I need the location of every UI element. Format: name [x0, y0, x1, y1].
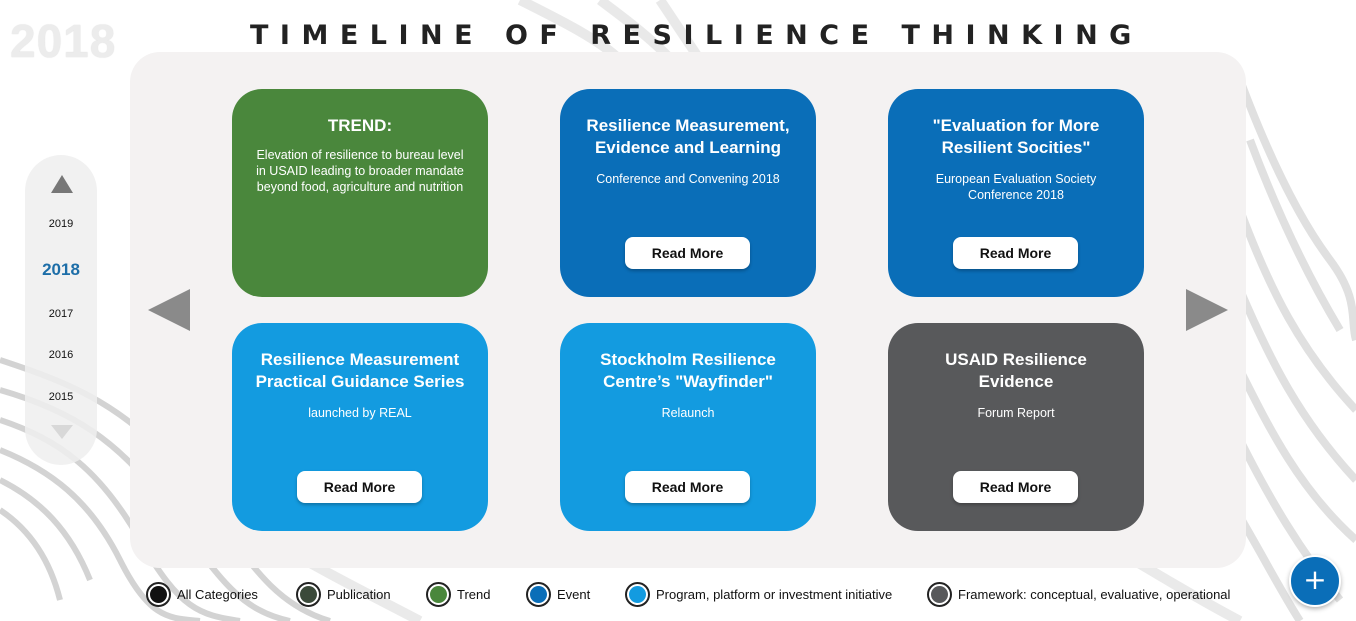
triangle-left-icon[interactable] [148, 289, 190, 331]
filter-all-categories[interactable]: All Categories [146, 580, 258, 608]
current-year-ghost: 2018 [10, 15, 117, 67]
legend-label: Framework: conceptual, evaluative, opera… [958, 586, 1231, 602]
card-title: Resilience Measurement, Evidence and Lea… [586, 116, 790, 157]
legend-label: All Categories [177, 586, 258, 602]
plus-icon[interactable]: + [1289, 555, 1341, 607]
year-item-2016[interactable]: 2016 [48, 349, 74, 361]
timeline-card-framework: USAID Resilience Evidence Forum Report R… [888, 323, 1144, 531]
card-subtitle: Conference and Convening 2018 [596, 172, 780, 186]
card-subtitle: Elevation of resilience to bureau level … [256, 148, 464, 194]
legend-dot-icon [625, 581, 650, 607]
filter-program[interactable]: Program, platform or investment initiati… [625, 580, 892, 608]
read-more-button[interactable]: Read More [297, 471, 422, 503]
legend-dot-icon [526, 581, 551, 607]
legend-dot-icon [426, 581, 451, 607]
legend-dot-icon [146, 581, 171, 607]
read-more-button[interactable]: Read More [625, 471, 750, 503]
chevron-down-icon[interactable] [51, 425, 73, 439]
card-title: Resilience Measurement Practical Guidanc… [255, 350, 465, 391]
card-title: Stockholm Resilience Centre’s "Wayfinder… [600, 350, 776, 391]
year-item-2018-active[interactable]: 2018 [42, 260, 80, 279]
category-legend: All Categories Publication Trend Event P… [0, 580, 1356, 608]
read-more-button[interactable]: Read More [953, 237, 1078, 269]
card-subtitle: European Evaluation Society Conference 2… [935, 172, 1097, 202]
triangle-up-icon[interactable] [51, 175, 73, 193]
card-subtitle: Forum Report [977, 406, 1055, 420]
legend-label: Publication [327, 586, 391, 602]
timeline-card-trend: TREND: Elevation of resilience to bureau… [232, 89, 488, 297]
legend-label: Program, platform or investment initiati… [656, 586, 893, 602]
card-title: "Evaluation for More Resilient Socities" [932, 116, 1100, 157]
timeline-card-program-1: Resilience Measurement Practical Guidanc… [232, 323, 488, 531]
year-rail: 2019 2018 2017 2016 2015 [25, 155, 97, 465]
page-title: TIMELINE OF RESILIENCE THINKING [250, 20, 1143, 51]
card-title: TREND: [327, 116, 393, 135]
read-more-button[interactable]: Read More [953, 471, 1078, 503]
timeline-card-event-1: Resilience Measurement, Evidence and Lea… [560, 89, 816, 297]
card-subtitle: Relaunch [661, 406, 715, 420]
year-item-2015[interactable]: 2015 [48, 391, 74, 403]
timeline-card-event-2: "Evaluation for More Resilient Socities"… [888, 89, 1144, 297]
year-item-2017[interactable]: 2017 [48, 308, 74, 320]
legend-label: Event [557, 586, 591, 602]
filter-framework[interactable]: Framework: conceptual, evaluative, opera… [927, 580, 1230, 608]
timeline-card-program-2: Stockholm Resilience Centre’s "Wayfinder… [560, 323, 816, 531]
filter-event[interactable]: Event [526, 580, 590, 608]
legend-label: Trend [457, 586, 491, 602]
triangle-right-icon[interactable] [1186, 289, 1228, 331]
read-more-button[interactable]: Read More [625, 237, 750, 269]
year-item-2019[interactable]: 2019 [48, 218, 74, 230]
filter-trend[interactable]: Trend [426, 580, 490, 608]
card-title: USAID Resilience Evidence [945, 350, 1087, 391]
card-subtitle: launched by REAL [308, 406, 412, 420]
filter-publication[interactable]: Publication [296, 580, 391, 608]
legend-dot-icon [927, 581, 952, 607]
legend-dot-icon [296, 581, 321, 607]
